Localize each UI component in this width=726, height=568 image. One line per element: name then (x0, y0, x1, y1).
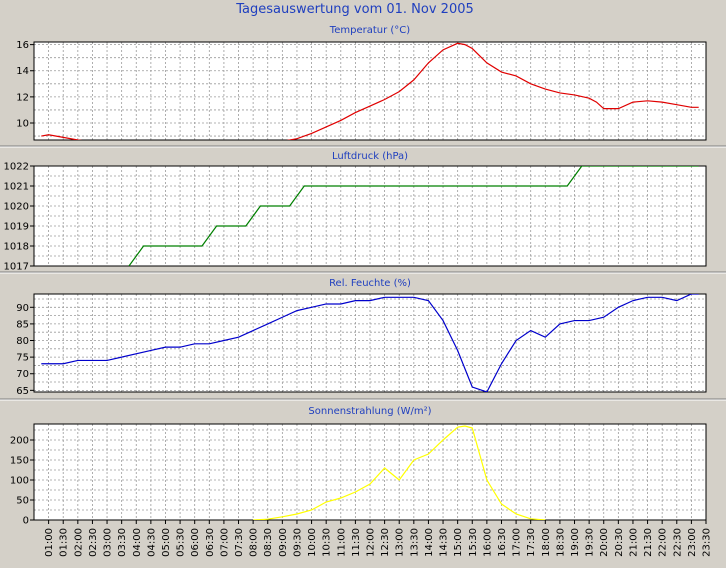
x-tick-label: 21:00 (628, 528, 639, 557)
y-tick-label: 65 (16, 386, 29, 397)
x-tick-label: 17:30 (526, 528, 537, 557)
x-tick-label: 20:30 (614, 528, 625, 557)
x-tick-label: 18:00 (541, 528, 552, 557)
x-tick-label: 23:00 (687, 528, 698, 557)
series-line-0 (253, 425, 546, 520)
y-tick-label: 150 (10, 456, 29, 467)
x-tick-label: 01:00 (44, 528, 55, 557)
x-tick-label: 14:00 (424, 528, 435, 557)
y-tick-label: 90 (16, 303, 29, 314)
y-tick-label: 1018 (4, 242, 29, 253)
x-tick-label: 05:00 (161, 528, 172, 557)
x-tick-label: 21:30 (643, 528, 654, 557)
y-tick-label: 10 (16, 119, 29, 130)
chart-title: Luftdruck (hPa) (332, 151, 408, 162)
x-tick-label: 15:00 (453, 528, 464, 557)
y-tick-label: 14 (16, 66, 29, 77)
series-line-0 (128, 166, 699, 266)
y-tick-label: 80 (16, 336, 29, 347)
x-tick-label: 09:00 (278, 528, 289, 557)
y-tick-label: 70 (16, 369, 29, 380)
x-tick-label: 12:00 (366, 528, 377, 557)
x-tick-label: 10:00 (307, 528, 318, 557)
x-tick-label: 07:30 (234, 528, 245, 557)
x-tick-label: 08:30 (263, 528, 274, 557)
series-line-0 (41, 42, 699, 140)
x-tick-label: 09:30 (292, 528, 303, 557)
x-tick-label: 01:30 (59, 528, 70, 557)
chart-panel-0: Temperatur (°C) 10 12 14 16 (16, 25, 707, 141)
plot-frame (33, 41, 707, 141)
y-tick-label: 75 (16, 353, 29, 364)
x-tick-label: 18:30 (555, 528, 566, 557)
page-title: Tagesauswertung vom 01. Nov 2005 (235, 2, 474, 17)
chart-title: Temperatur (°C) (329, 25, 410, 36)
x-tick-label: 13:00 (395, 528, 406, 557)
x-tick-label: 12:30 (380, 528, 391, 557)
y-tick-label: 200 (10, 436, 29, 447)
x-tick-label: 04:30 (146, 528, 157, 557)
x-tick-label: 10:30 (322, 528, 333, 557)
x-tick-label: 05:30 (176, 528, 187, 557)
chart-title: Rel. Feuchte (%) (329, 278, 411, 289)
chart-panel-3: Sonnenstrahlung (W/m²) 0 50 100 150 200 (10, 406, 707, 527)
plot-frame (33, 165, 707, 267)
y-tick-label: 100 (10, 476, 29, 487)
y-tick-label: 50 (16, 496, 29, 507)
x-tick-label: 06:30 (205, 528, 216, 557)
chart-panel-1: Luftdruck (hPa) 1017 1018 1019 1020 1021 1022 (4, 151, 707, 273)
x-tick-label: 23:30 (702, 528, 713, 557)
x-tick-label: 11:30 (351, 528, 362, 557)
y-tick-label: 85 (16, 319, 29, 330)
y-tick-label: 1019 (4, 222, 29, 233)
x-tick-label: 16:00 (482, 528, 493, 557)
x-tick-label: 04:00 (132, 528, 143, 557)
y-tick-label: 12 (16, 92, 29, 103)
x-tick-label: 08:00 (249, 528, 260, 557)
y-tick-label: 16 (16, 40, 29, 51)
y-tick-label: 1020 (4, 202, 29, 213)
x-tick-label: 03:30 (117, 528, 128, 557)
x-tick-label: 13:30 (409, 528, 420, 557)
x-tick-label: 20:00 (599, 528, 610, 557)
y-tick-label: 1021 (4, 182, 29, 193)
y-tick-label: 1022 (4, 162, 29, 173)
y-tick-label: 1017 (4, 262, 29, 273)
x-tick-label: 15:30 (468, 528, 479, 557)
plot-frame (33, 293, 707, 393)
x-tick-label: 17:00 (512, 528, 523, 557)
x-tick-label: 22:30 (672, 528, 683, 557)
y-tick-label: 0 (23, 516, 29, 527)
x-tick-label: 22:00 (658, 528, 669, 557)
x-tick-label: 06:00 (190, 528, 201, 557)
x-tick-label: 03:00 (103, 528, 114, 557)
x-tick-label: 19:30 (585, 528, 596, 557)
x-tick-label: 11:00 (336, 528, 347, 557)
x-tick-label: 16:30 (497, 528, 508, 557)
x-tick-label: 02:00 (73, 528, 84, 557)
x-tick-label: 14:30 (439, 528, 450, 557)
chart-title: Sonnenstrahlung (W/m²) (308, 406, 431, 417)
x-tick-label: 02:30 (88, 528, 99, 557)
x-tick-label: 07:00 (219, 528, 230, 557)
x-axis-time-labels: 01:00 01:30 02:00 02:30 03:00 03:30 04:00 04:30… (44, 520, 713, 557)
x-tick-label: 19:00 (570, 528, 581, 557)
series-line-0 (41, 294, 699, 392)
chart-panel-2: Rel. Feuchte (%) 65 70 75 80 85 90 (16, 278, 707, 397)
